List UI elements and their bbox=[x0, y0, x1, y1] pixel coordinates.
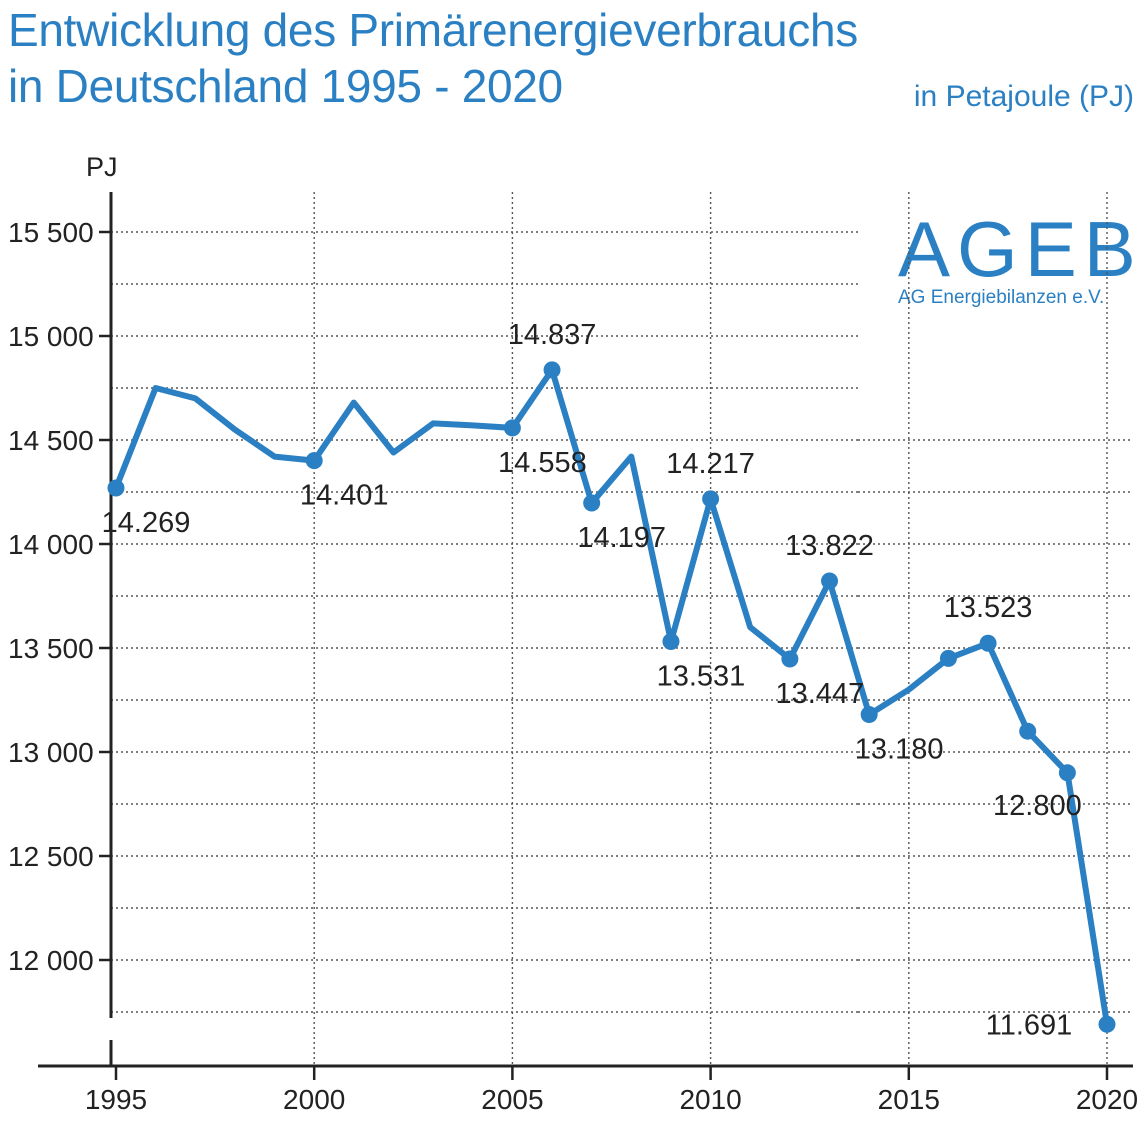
data-label: 14.217 bbox=[666, 448, 755, 480]
series-layer bbox=[113, 366, 1110, 1028]
data-label: 13.523 bbox=[944, 592, 1033, 624]
chart-title-line-2: in Deutschland 1995 - 2020 bbox=[8, 60, 563, 112]
chart-title-line-1: Entwicklung des Primärenergieverbrauchs bbox=[8, 4, 858, 56]
data-label: 13.822 bbox=[785, 530, 874, 562]
data-point-marker bbox=[1058, 764, 1076, 782]
chart-title: Entwicklung des Primärenergieverbrauchs … bbox=[8, 2, 858, 114]
data-label: 14.558 bbox=[498, 447, 587, 479]
logo-main-text: AGEB bbox=[898, 205, 1143, 293]
data-point-marker bbox=[979, 634, 997, 652]
ageb-logo: AGEB AG Energiebilanzen e.V. bbox=[898, 205, 1143, 308]
data-point-marker bbox=[860, 706, 878, 724]
data-point-marker bbox=[503, 419, 521, 437]
data-label: 13.447 bbox=[776, 678, 865, 710]
data-label: 11.691 bbox=[986, 1009, 1073, 1041]
data-point-marker bbox=[1019, 722, 1037, 740]
y-tick-label: 13 500 bbox=[8, 633, 94, 664]
data-point-marker bbox=[305, 452, 323, 470]
data-point-marker bbox=[107, 479, 125, 497]
data-label: 13.531 bbox=[657, 661, 746, 693]
y-axis-unit-label: PJ bbox=[86, 152, 118, 182]
label-layer: 14.269 14.401 14.558 14.837 14.197 13.531 14.2… bbox=[102, 319, 1082, 1041]
y-tick-label: 15 500 bbox=[8, 217, 94, 248]
data-label: 14.837 bbox=[508, 319, 597, 351]
grid-layer bbox=[111, 192, 1130, 1066]
unit-note: in Petajoule (PJ) bbox=[913, 80, 1134, 113]
data-label: 14.269 bbox=[102, 507, 191, 539]
data-point-marker bbox=[583, 494, 601, 512]
data-label: 12.800 bbox=[993, 790, 1082, 822]
y-tick-label: 12 500 bbox=[8, 841, 94, 872]
axis-layer: 12 000 12 500 13 000 13 500 14 000 14 500 15 0… bbox=[8, 152, 1138, 1115]
x-tick-label: 2000 bbox=[283, 1084, 345, 1115]
data-point-marker bbox=[702, 490, 720, 508]
logo-sub-text: AG Energiebilanzen e.V. bbox=[898, 287, 1105, 308]
series-line-primary-energy bbox=[113, 366, 1110, 1028]
marker-layer bbox=[107, 361, 1116, 1033]
x-tick-label: 2010 bbox=[679, 1084, 741, 1115]
data-point-marker bbox=[821, 572, 839, 590]
y-tick-label: 14 500 bbox=[8, 425, 94, 456]
x-tick-label: 1995 bbox=[85, 1084, 147, 1115]
data-label: 13.180 bbox=[855, 734, 944, 766]
y-tick-label: 13 000 bbox=[8, 737, 94, 768]
data-point-marker bbox=[662, 633, 680, 651]
data-point-marker bbox=[781, 650, 799, 668]
y-tick-label: 15 000 bbox=[8, 321, 94, 352]
data-label: 14.401 bbox=[300, 480, 389, 512]
x-tick-label: 2020 bbox=[1076, 1084, 1138, 1115]
data-point-marker bbox=[1098, 1015, 1116, 1033]
data-point-marker bbox=[543, 361, 561, 379]
y-tick-label: 14 000 bbox=[8, 529, 94, 560]
y-tick-label: 12 000 bbox=[8, 945, 94, 976]
x-tick-label: 2015 bbox=[878, 1084, 940, 1115]
x-tick-label: 2005 bbox=[481, 1084, 543, 1115]
data-label: 14.197 bbox=[577, 522, 666, 554]
data-point-marker bbox=[939, 649, 957, 667]
